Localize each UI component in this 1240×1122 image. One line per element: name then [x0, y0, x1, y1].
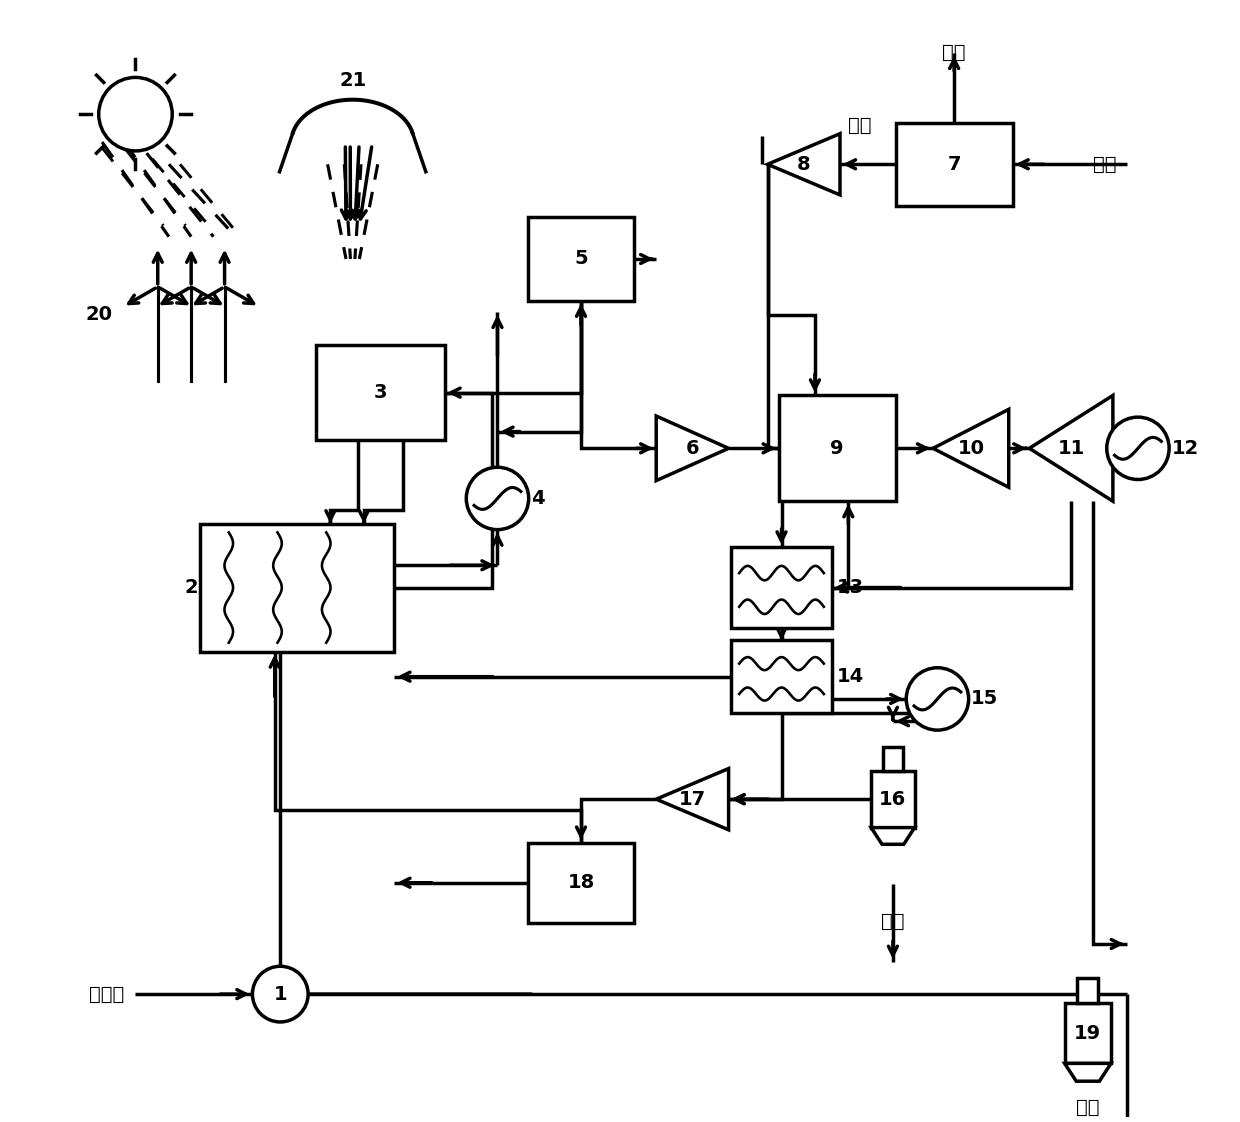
Text: 10: 10	[957, 439, 985, 458]
Text: 21: 21	[339, 72, 366, 90]
Bar	[1065, 1003, 1111, 1064]
Circle shape	[1107, 417, 1169, 479]
Circle shape	[99, 77, 172, 151]
Bar	[779, 395, 895, 502]
Text: 5: 5	[574, 249, 588, 268]
Text: 14: 14	[837, 668, 864, 687]
Polygon shape	[872, 828, 915, 844]
Bar	[883, 747, 903, 771]
Text: 9: 9	[831, 439, 844, 458]
Text: 2: 2	[185, 578, 198, 597]
Bar	[200, 524, 394, 652]
Bar	[316, 346, 445, 440]
Polygon shape	[768, 134, 839, 195]
Text: 19: 19	[1074, 1023, 1101, 1042]
Text: 1: 1	[274, 985, 288, 1003]
Polygon shape	[656, 416, 729, 480]
Text: 酸液: 酸液	[882, 912, 905, 931]
Text: 12: 12	[1172, 439, 1199, 458]
Text: 8: 8	[797, 155, 811, 174]
Bar	[872, 771, 915, 828]
Text: 20: 20	[86, 305, 112, 324]
Bar	[528, 218, 634, 301]
Bar	[1078, 978, 1099, 1003]
Text: 空气: 空气	[1094, 155, 1117, 174]
Text: 18: 18	[568, 873, 595, 892]
Polygon shape	[1065, 1064, 1111, 1082]
Text: 11: 11	[1058, 439, 1085, 458]
Text: 氧气: 氧气	[848, 116, 872, 135]
Text: 17: 17	[678, 790, 706, 809]
Polygon shape	[932, 410, 1008, 487]
Text: 15: 15	[971, 689, 998, 708]
Circle shape	[906, 668, 968, 730]
Circle shape	[466, 467, 528, 530]
Polygon shape	[656, 769, 729, 830]
Text: 氮气: 氮气	[942, 44, 966, 63]
Text: 3: 3	[373, 383, 387, 402]
Text: 4: 4	[531, 489, 544, 508]
Bar	[732, 548, 832, 627]
Text: 天然气: 天然气	[89, 985, 124, 1003]
Bar	[895, 122, 1013, 206]
Bar	[528, 843, 634, 922]
Text: 6: 6	[686, 439, 699, 458]
Text: 13: 13	[837, 578, 864, 597]
Bar	[732, 641, 832, 712]
Text: 7: 7	[947, 155, 961, 174]
Text: 酸液: 酸液	[1076, 1098, 1100, 1118]
Text: 16: 16	[879, 790, 906, 809]
Polygon shape	[1029, 395, 1112, 502]
Circle shape	[253, 966, 308, 1022]
